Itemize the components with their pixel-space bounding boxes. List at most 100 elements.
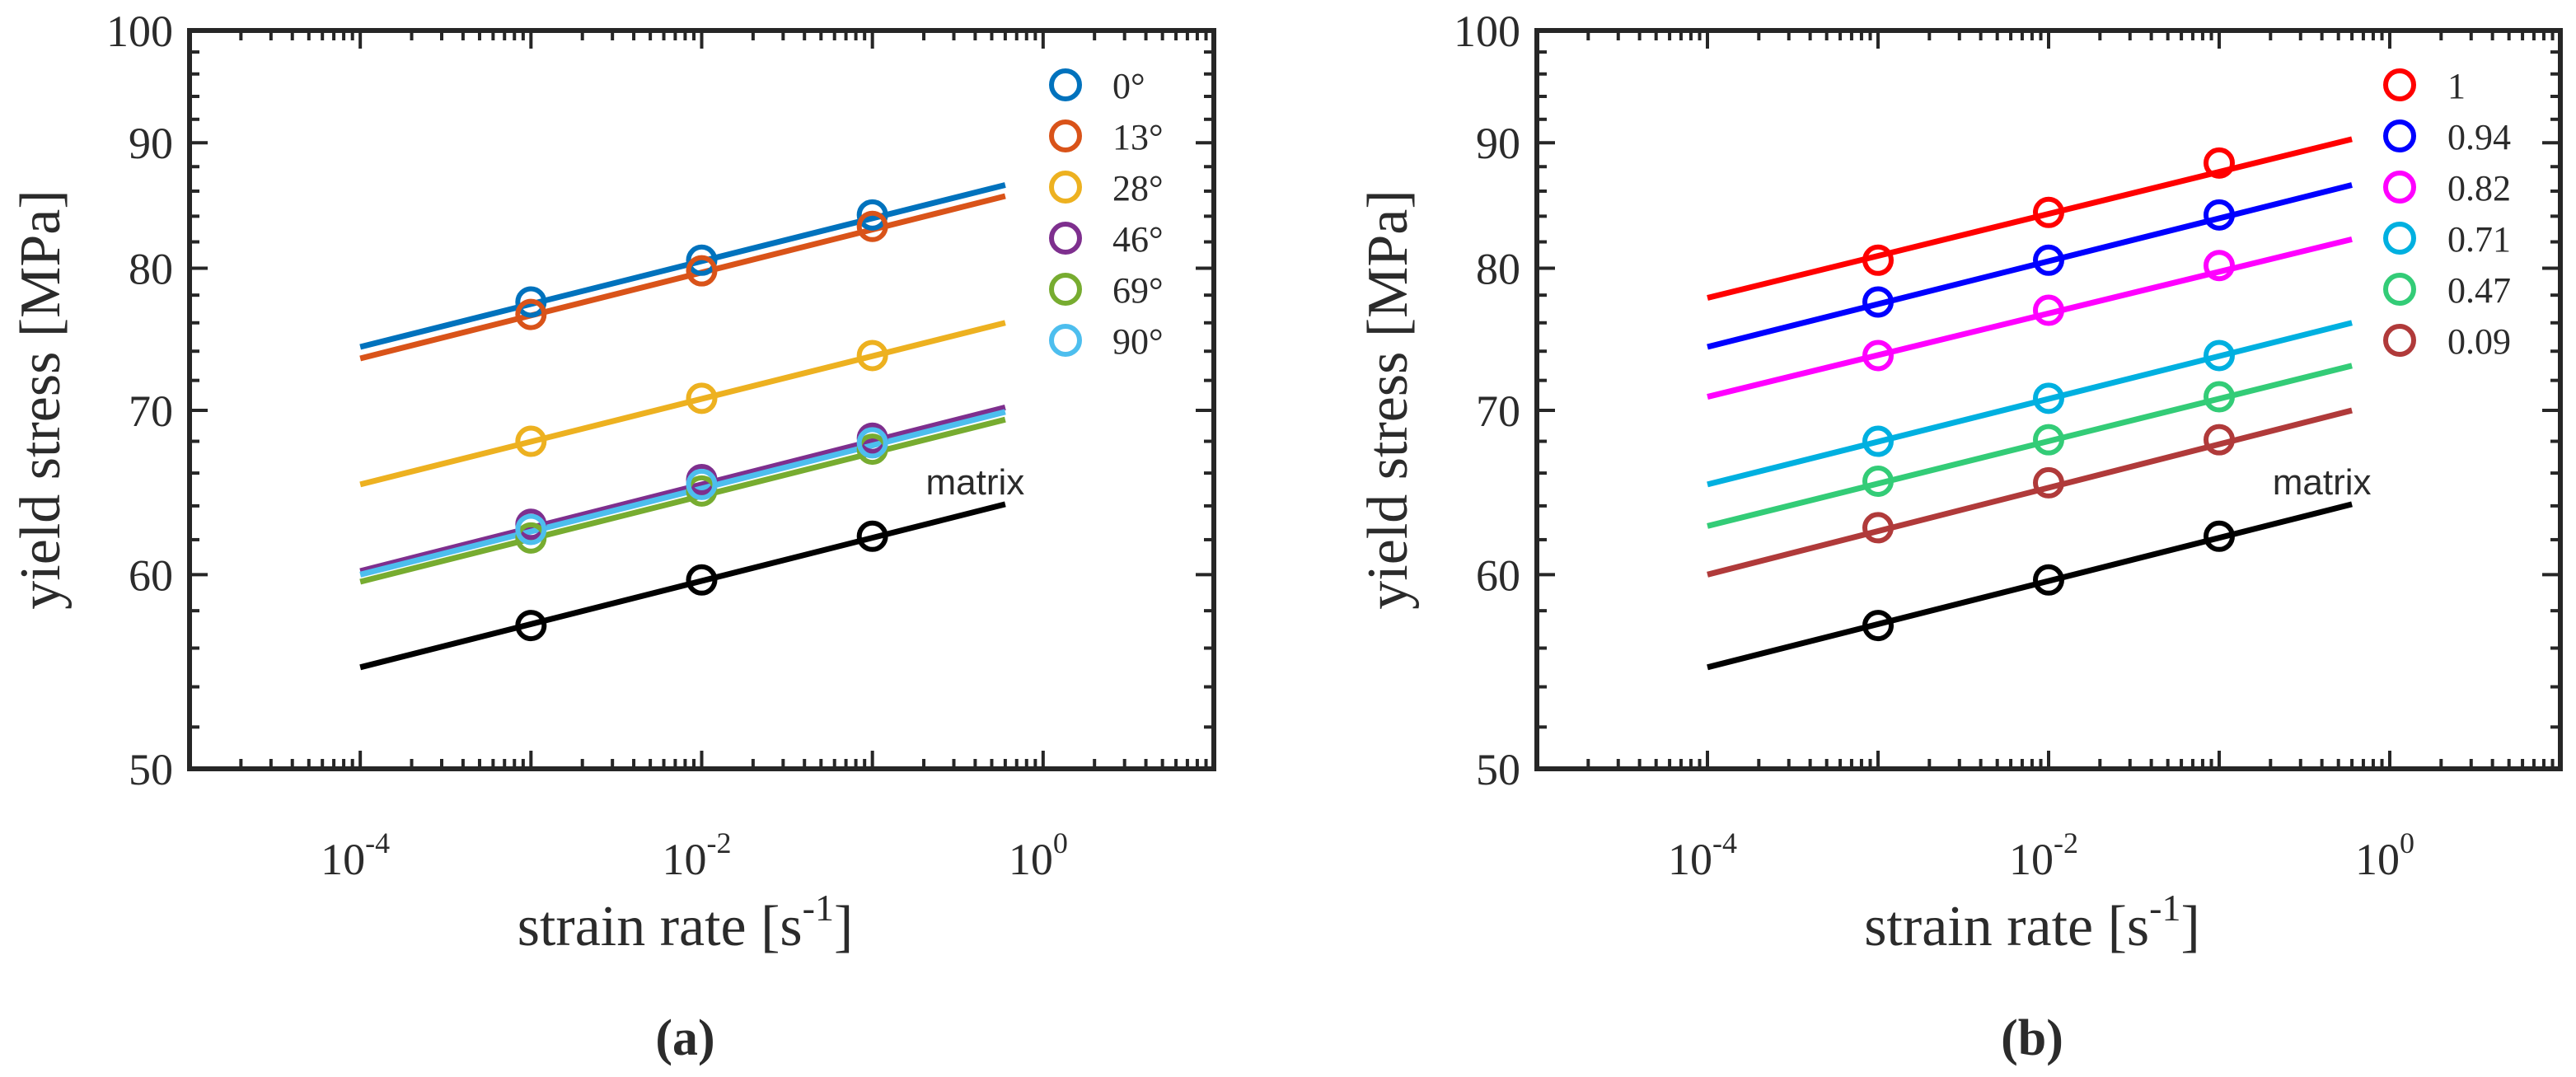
fit-line-0 — [1707, 136, 2353, 301]
data-point-marker — [515, 610, 547, 642]
x-tick-label-exponent: -4 — [1712, 826, 1737, 859]
x-tick-label: 10-4 — [321, 826, 390, 884]
y-axis-label: yield stress [MPa] — [9, 190, 73, 609]
legend-marker — [1049, 273, 1082, 306]
x-axis-label-superscript: -1 — [803, 887, 834, 929]
legend-entry-label: 46° — [1112, 219, 1164, 260]
data-point-marker — [686, 382, 718, 414]
x-tick-label: 100 — [1009, 826, 1068, 884]
legend-marker — [2383, 222, 2416, 255]
x-tick-label-exponent: -4 — [365, 826, 390, 859]
x-axis-label-text: strain rate [s — [518, 895, 803, 958]
x-tick-label: 100 — [2355, 826, 2414, 884]
fit-line-3 — [359, 404, 1006, 574]
y-tick-label: 90 — [1476, 119, 1520, 168]
data-point-marker — [515, 522, 547, 554]
legend-entry-label: 0.47 — [2447, 270, 2511, 311]
legend-marker — [2383, 119, 2416, 152]
data-point-marker — [2033, 382, 2064, 414]
data-point-marker — [1862, 610, 1894, 642]
legend-entry-label: 13° — [1112, 117, 1164, 157]
data-point-marker — [686, 255, 718, 287]
x-tick-label: 10-2 — [2009, 826, 2078, 884]
x-tick-label-exponent: -2 — [707, 826, 732, 859]
fit-line-2 — [1707, 236, 2353, 400]
data-point-marker — [2204, 381, 2235, 413]
data-point-marker — [856, 427, 888, 459]
fit-line-5 — [1707, 407, 2353, 578]
data-point-marker — [1862, 244, 1894, 276]
data-point-marker — [1862, 339, 1894, 372]
y-axis-label: yield stress [MPa] — [1356, 190, 1420, 609]
x-axis-label-end: ] — [834, 895, 853, 958]
data-point-marker — [515, 425, 547, 457]
panel-label: (a) — [655, 1010, 714, 1066]
data-point-marker — [515, 298, 547, 330]
data-point-marker — [856, 199, 888, 231]
x-tick-label: 10-4 — [1668, 826, 1737, 884]
data-point-marker — [686, 244, 718, 276]
x-axis-label-superscript: -1 — [2149, 887, 2180, 929]
legend-entry-label: 69° — [1112, 270, 1164, 311]
data-point-marker — [2033, 424, 2064, 456]
data-point-marker — [2204, 147, 2235, 179]
data-point-marker — [2204, 520, 2235, 552]
y-tick-label: 90 — [129, 119, 173, 168]
y-tick-label: 50 — [129, 745, 173, 794]
legend-marker — [1049, 119, 1082, 152]
data-point-marker — [2033, 244, 2064, 276]
matrix-annotation: matrix — [926, 462, 1025, 503]
x-tick-label-exponent: -2 — [2054, 826, 2078, 859]
data-point-marker — [856, 520, 888, 552]
y-tick-label: 60 — [1476, 550, 1520, 600]
legend-entry-label: 0.71 — [2447, 219, 2511, 260]
x-tick-label-exponent: 0 — [2400, 826, 2414, 859]
data-point-marker — [2033, 564, 2064, 596]
legend-entry-label: 1 — [2447, 66, 2466, 106]
data-point-marker — [1862, 465, 1894, 497]
data-point-marker — [515, 513, 547, 546]
data-point-marker — [2204, 339, 2235, 372]
fit-line-6 — [359, 501, 1006, 671]
y-tick-label: 50 — [1476, 745, 1520, 794]
data-point-marker — [2033, 294, 2064, 326]
fit-line-6 — [1707, 501, 2353, 671]
data-point-marker — [2204, 250, 2235, 282]
legend-marker — [2383, 273, 2416, 306]
data-point-marker — [686, 468, 718, 500]
x-tick-label-base: 10 — [1009, 835, 1053, 884]
legend-marker — [1049, 68, 1082, 101]
legend-marker — [2383, 68, 2416, 101]
fit-line-5 — [359, 409, 1006, 578]
data-point-marker — [2033, 196, 2064, 228]
y-tick-label: 80 — [1476, 244, 1520, 293]
legend-marker — [2383, 324, 2416, 357]
fit-line-4 — [359, 416, 1006, 585]
x-axis-label-text: strain rate [s — [1864, 895, 2149, 958]
x-tick-label-base: 10 — [663, 835, 707, 884]
data-point-marker — [2033, 466, 2064, 499]
y-tick-label: 70 — [129, 386, 173, 436]
data-point-marker — [856, 210, 888, 242]
legend-marker — [1049, 171, 1082, 204]
x-axis-label-end: ] — [2180, 895, 2199, 958]
legend-entry-label: 90° — [1112, 321, 1164, 362]
legend-marker — [1049, 222, 1082, 255]
x-tick-label: 10-2 — [663, 826, 732, 884]
x-tick-label-base: 10 — [2355, 835, 2400, 884]
fit-line-1 — [359, 193, 1006, 362]
data-point-marker — [2204, 424, 2235, 456]
y-tick-label: 60 — [129, 550, 173, 600]
y-tick-label: 100 — [1454, 7, 1520, 56]
fit-line-0 — [359, 182, 1006, 350]
fit-line-3 — [1707, 320, 2353, 488]
panel-label: (b) — [2001, 1010, 2063, 1066]
data-point-marker — [686, 564, 718, 596]
y-tick-label: 100 — [106, 7, 173, 56]
legend-marker — [2383, 171, 2416, 204]
y-tick-label: 80 — [129, 244, 173, 293]
data-point-marker — [1862, 512, 1894, 544]
matrix-annotation: matrix — [2273, 462, 2372, 503]
